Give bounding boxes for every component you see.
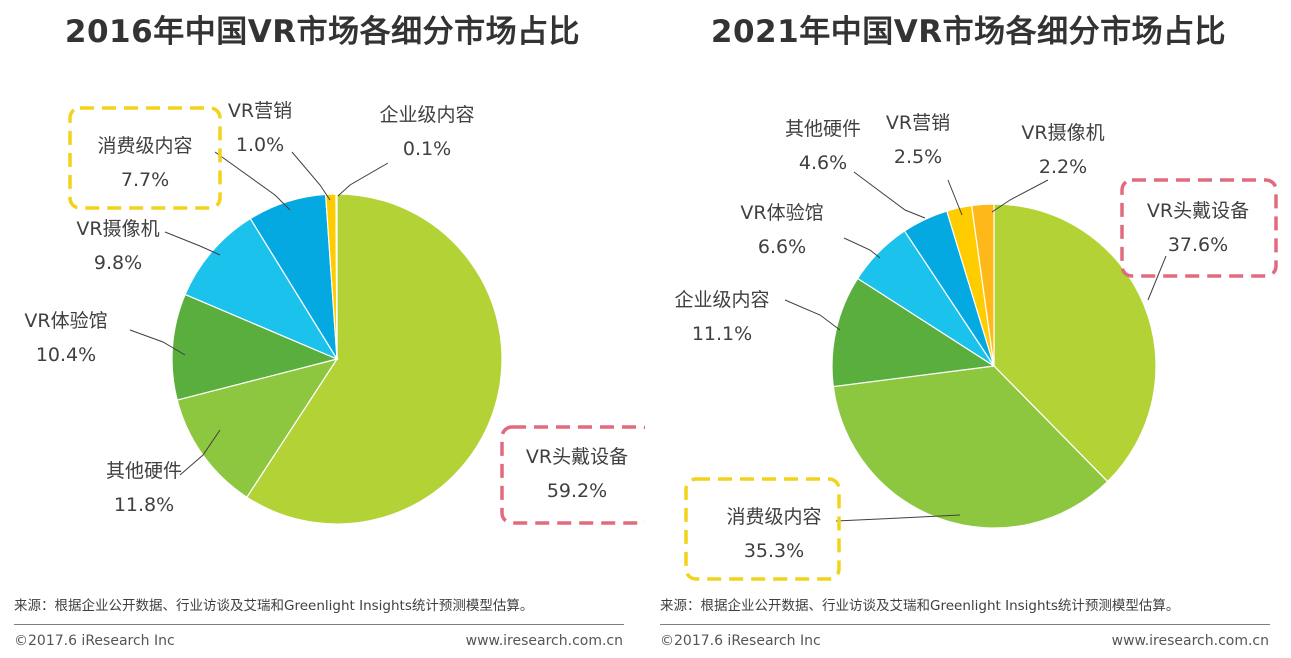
pie-slice-enterprise-content — [335, 193, 338, 360]
pie-slice-vr-headset — [246, 193, 503, 525]
leader-line-other-hardware — [179, 429, 221, 476]
leader-line-vr-arcade — [843, 237, 881, 259]
highlight-box-yellow — [68, 106, 222, 210]
slice-label-vr-marketing: VR营销 1.0% — [227, 100, 293, 156]
leader-line-consumer-content — [835, 514, 961, 522]
chart-panel-2016: 2016年中国VR市场各细分市场占比 VR营销 1.0% 企业级内容 0.1% 消费… — [0, 0, 645, 658]
slice-label-vr-headset: VR头戴设备 59.2% — [525, 446, 629, 502]
highlight-box-yellow — [684, 477, 841, 581]
slice-label-consumer-content: 消费级内容 7.7% — [97, 135, 193, 191]
source-note: 来源：根据企业公开数据、行业访谈及艾瑞和Greenlight Insights统… — [14, 598, 534, 614]
pie-slice-consumer-content — [832, 365, 1109, 529]
pie-slice-enterprise-content — [831, 277, 996, 388]
slice-label-vr-marketing: VR营销 2.5% — [885, 112, 951, 168]
footer-divider — [660, 624, 1270, 625]
website-link[interactable]: www.iresearch.com.cn — [465, 633, 623, 649]
chart-panel-2021: 2021年中国VR市场各细分市场占比 其他硬件 4.6% VR营销 2.5% VR摄… — [646, 0, 1291, 658]
highlight-box-red — [1120, 178, 1278, 278]
slice-label-vr-arcade: VR体验馆 6.6% — [740, 202, 824, 258]
leader-line-other-hardware — [853, 171, 926, 219]
slice-label-vr-headset: VR头戴设备 37.6% — [1146, 200, 1250, 256]
slice-label-enterprise-content: 企业级内容 11.1% — [674, 289, 770, 345]
leader-line-vr-camera — [164, 231, 221, 256]
chart-title: 2016年中国VR市场各细分市场占比 — [64, 14, 581, 50]
leader-line-vr-arcade — [129, 329, 186, 356]
leader-line-vr-headset — [1147, 255, 1167, 301]
slice-label-vr-camera: VR摄像机 9.8% — [76, 218, 160, 274]
leader-line-vr-marketing — [947, 179, 963, 216]
footer-divider — [14, 624, 624, 625]
website-link[interactable]: www.iresearch.com.cn — [1111, 633, 1269, 649]
slice-label-enterprise-content: 企业级内容 0.1% — [379, 104, 475, 160]
source-note: 来源：根据企业公开数据、行业访谈及艾瑞和Greenlight Insights统… — [660, 598, 1180, 614]
slice-label-other-hardware: 其他硬件 4.6% — [784, 118, 862, 174]
slice-label-vr-camera: VR摄像机 2.2% — [1021, 122, 1105, 178]
slice-label-vr-arcade: VR体验馆 10.4% — [24, 310, 108, 366]
pie-chart-2016 — [68, 106, 645, 525]
highlight-box-red — [500, 425, 645, 525]
slice-label-consumer-content: 消费级内容 35.3% — [726, 506, 822, 562]
chart-title: 2021年中国VR市场各细分市场占比 — [710, 14, 1227, 50]
leader-line-vr-marketing — [291, 151, 331, 201]
pie-slice-vr-headset — [993, 203, 1157, 483]
slice-label-other-hardware: 其他硬件 11.8% — [105, 460, 183, 516]
copyright: ©2017.6 iResearch Inc — [14, 633, 175, 649]
leader-line-vr-camera — [991, 179, 1049, 213]
pie-slice-vr-arcade — [171, 293, 339, 401]
leader-line-enterprise-content — [337, 162, 389, 197]
leader-line-enterprise-content — [784, 299, 841, 331]
pie-chart-2021 — [684, 171, 1278, 581]
leader-line-consumer-content — [214, 151, 291, 211]
copyright: ©2017.6 iResearch Inc — [660, 633, 821, 649]
pie-slice-vr-camera — [970, 203, 995, 367]
